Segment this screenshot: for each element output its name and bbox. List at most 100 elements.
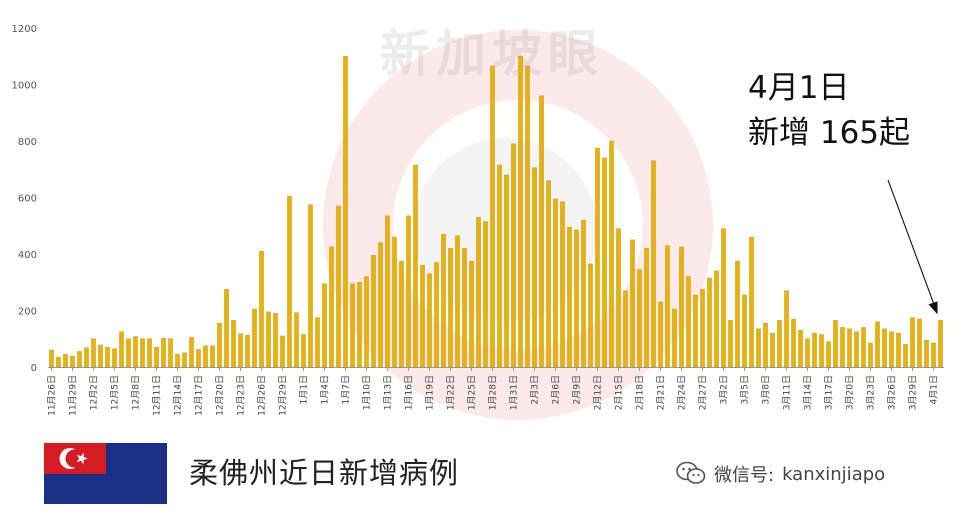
wechat-account: kanxinjiapo: [782, 463, 886, 485]
bar: [343, 56, 348, 368]
bar: [770, 332, 775, 368]
x-tick-label: 3月23日: [866, 375, 877, 410]
bar: [392, 236, 397, 368]
bar: [196, 349, 201, 368]
bar: [238, 333, 243, 368]
bar: [385, 215, 390, 368]
x-tick-label: 3月17日: [824, 375, 835, 410]
bar: [364, 276, 369, 368]
bar: [203, 345, 208, 368]
bar: [455, 235, 460, 368]
bar: [168, 338, 173, 368]
bar: [567, 226, 572, 368]
bar: [175, 354, 180, 368]
bar: [868, 342, 873, 368]
bar: [903, 344, 908, 368]
bar: [245, 335, 250, 368]
bar: [840, 327, 845, 368]
bar: [756, 328, 761, 368]
bar: [105, 347, 110, 368]
bar: [651, 160, 656, 368]
bar: [525, 65, 530, 368]
x-tick-label: 2月21日: [656, 375, 667, 410]
x-tick-label: 12月29日: [278, 375, 289, 416]
bar: [728, 320, 733, 368]
y-tick-label: 800: [18, 137, 37, 148]
bar: [581, 219, 586, 368]
bar: [889, 331, 894, 368]
x-tick-label: 11月26日: [47, 375, 58, 416]
wechat-id: 微信号: kanxinjiapo: [676, 461, 885, 487]
bar: [616, 228, 621, 368]
bar: [126, 338, 131, 368]
bar: [217, 323, 222, 368]
bar: [882, 328, 887, 368]
y-tick-label: 400: [18, 250, 37, 261]
bar: [56, 356, 61, 368]
bar: [686, 276, 691, 368]
bar: [336, 205, 341, 368]
bar: [63, 354, 68, 368]
bar: [273, 313, 278, 368]
x-tick-label: 12月8日: [131, 375, 142, 410]
x-tick-label: 2月6日: [551, 375, 562, 404]
bar: [287, 195, 292, 368]
bar: [301, 334, 306, 368]
x-tick-label: 12月5日: [110, 375, 121, 410]
bar: [721, 228, 726, 368]
annotation-date: 4月1日: [748, 70, 850, 106]
x-tick-label: 3月29日: [908, 375, 919, 410]
x-tick-label: 2月3日: [530, 375, 541, 404]
y-tick-label: 0: [31, 363, 37, 374]
bar: [546, 180, 551, 368]
bar: [315, 317, 320, 368]
bar: [742, 294, 747, 368]
x-tick-label: 1月4日: [320, 375, 331, 404]
x-tick-label: 1月25日: [467, 375, 478, 410]
bar: [427, 273, 432, 368]
bar-chart: 0 200 400 600 800 1000 1200 11月26日 11月29日 12月2日 12…: [12, 24, 944, 416]
bar: [434, 262, 439, 368]
x-tick-label: 4月1日: [929, 375, 940, 404]
bar: [917, 318, 922, 368]
bar: [553, 198, 558, 368]
bar: [854, 331, 859, 368]
x-tick-label: 1月22日: [446, 375, 457, 410]
bar: [406, 215, 411, 368]
bar: [91, 338, 96, 368]
bar: [798, 330, 803, 368]
bar: [308, 204, 313, 368]
bar: [819, 334, 824, 368]
bar: [623, 290, 628, 368]
bar: [140, 338, 145, 368]
x-tick-label: 3月11日: [782, 375, 793, 410]
bar: [791, 318, 796, 368]
bar: [714, 270, 719, 368]
x-tick-label: 12月2日: [89, 375, 100, 410]
bar: [371, 255, 376, 368]
bar: [189, 337, 194, 368]
bar: [924, 339, 929, 368]
bar: [49, 349, 54, 368]
bar: [735, 260, 740, 368]
bar: [462, 248, 467, 368]
wechat-prefix: 微信号:: [714, 465, 775, 486]
bar: [161, 337, 166, 368]
bar: [119, 331, 124, 368]
x-tick-label: 1月28日: [488, 375, 499, 410]
bar: [875, 321, 880, 368]
bar: [210, 345, 215, 368]
bar: [70, 356, 75, 368]
bar: [749, 236, 754, 368]
bar: [910, 317, 915, 368]
x-tick-label: 1月16日: [404, 375, 415, 410]
x-tick-label: 2月24日: [677, 375, 688, 410]
x-tick-label: 3月5日: [740, 375, 751, 404]
bar: [252, 308, 257, 368]
bar: [413, 164, 418, 368]
bar: [609, 140, 614, 368]
x-tick-label: 2月12日: [593, 375, 604, 410]
x-tick-label: 2月15日: [614, 375, 625, 410]
bar: [777, 320, 782, 368]
bar: [112, 348, 117, 368]
